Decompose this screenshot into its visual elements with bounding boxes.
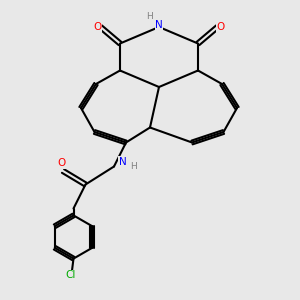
Text: N: N <box>155 20 163 30</box>
Text: O: O <box>57 158 66 169</box>
Text: O: O <box>216 22 225 32</box>
Text: N: N <box>118 157 126 167</box>
Text: Cl: Cl <box>65 270 76 280</box>
Text: H: H <box>130 162 137 171</box>
Text: H: H <box>146 12 153 21</box>
Text: O: O <box>93 22 102 32</box>
